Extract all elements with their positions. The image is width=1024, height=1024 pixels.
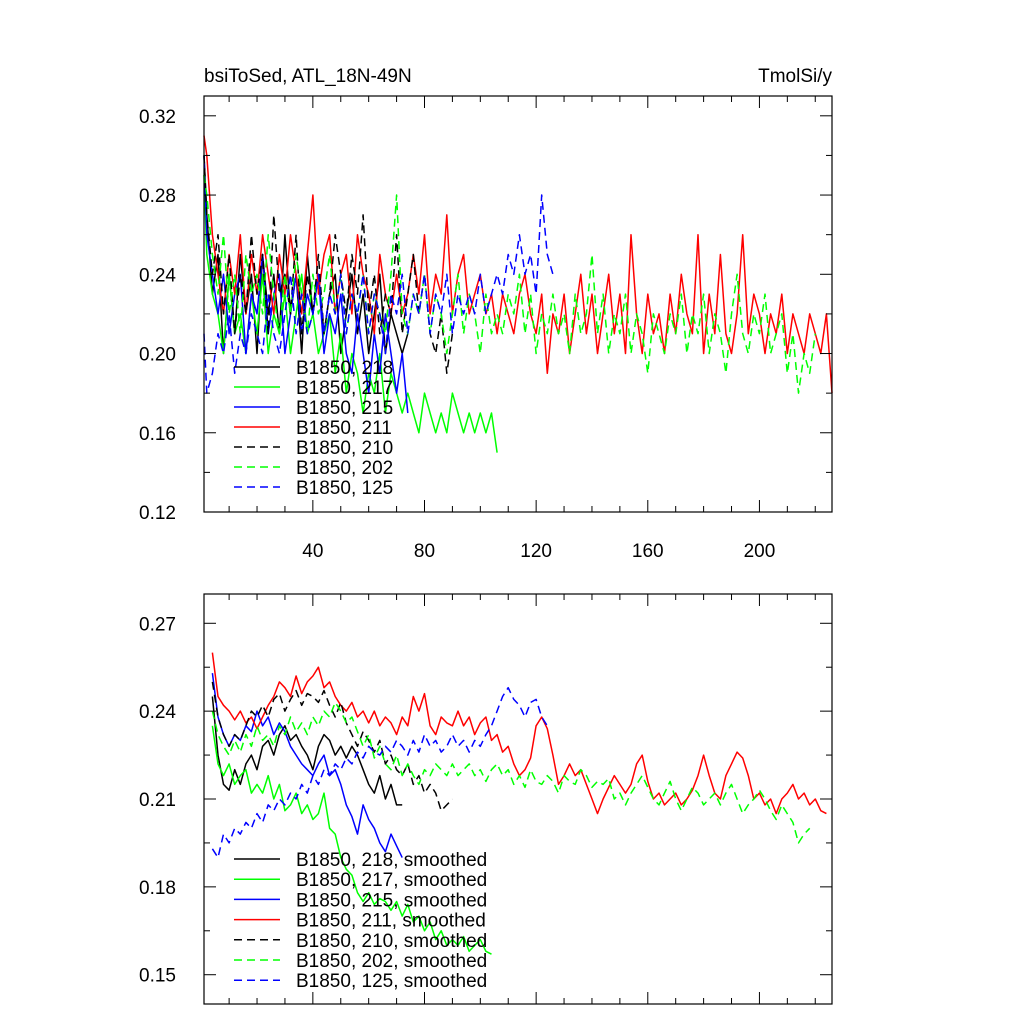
legend-entry: B1850, 211	[234, 418, 392, 439]
legend-entry: B1850, 210, smoothed	[234, 931, 487, 952]
legend-label: B1850, 202, smoothed	[296, 951, 487, 972]
units-label: TmolSi/y	[758, 66, 832, 87]
y-tick-label: 0.24	[139, 702, 176, 723]
series-line-7	[211, 686, 548, 859]
chart-title: bsiToSed, ATL_18N-49N	[204, 66, 412, 87]
legend-label: B1850, 210	[296, 438, 393, 459]
legend-entry: B1850, 202, smoothed	[234, 951, 487, 972]
legend-label: B1850, 211, smoothed	[296, 911, 486, 932]
legend-label: B1850, 125, smoothed	[296, 971, 487, 992]
bottom-panel: 0.15 0.18 0.21 0.24 0.27 B1850, 218, smoothe…	[139, 593, 833, 1005]
y-tick-label: 0.21	[139, 790, 176, 811]
top-panel: bsiToSed, ATL_18N-49N TmolSi/y 40 80 120 16…	[139, 66, 833, 562]
series-line-2	[211, 725, 492, 955]
legend-label: B1850, 211	[296, 418, 392, 439]
legend-entry: B1850, 218	[234, 358, 393, 379]
legend-entry: B1850, 218, smoothed	[234, 850, 487, 871]
legend-label: B1850, 215, smoothed	[296, 890, 487, 911]
y-tick-label: 0.27	[139, 614, 176, 635]
series-line-7	[203, 194, 554, 394]
legend-label: B1850, 210, smoothed	[296, 931, 487, 952]
legend-entry: B1850, 217, smoothed	[234, 870, 487, 891]
y-tick-label: 0.20	[139, 345, 176, 366]
legend-label: B1850, 217	[296, 378, 393, 399]
y-tick-label: 0.18	[139, 878, 176, 899]
x-tick-label: 80	[414, 541, 435, 562]
legend-entry: B1850, 210	[234, 438, 393, 459]
plot-frame	[203, 593, 833, 1005]
y-tick-label: 0.28	[139, 186, 176, 207]
series-line-6	[211, 701, 811, 844]
y-tick-label: 0.32	[139, 107, 176, 128]
y-tick-label: 0.12	[139, 503, 176, 524]
legend-label: B1850, 218	[296, 358, 393, 379]
y-tick-label: 0.24	[139, 265, 176, 286]
legend-label: B1850, 218, smoothed	[296, 850, 487, 871]
x-tick-label: 160	[632, 541, 664, 562]
legend-entry: B1850, 202	[234, 458, 393, 479]
legend-entry: B1850, 211, smoothed	[234, 911, 486, 932]
legend-entry: B1850, 125, smoothed	[234, 971, 487, 992]
legend-label: B1850, 217, smoothed	[296, 870, 487, 891]
y-tick-label: 0.15	[139, 966, 176, 987]
legend-entry: B1850, 215	[234, 398, 393, 419]
legend-label: B1850, 125	[296, 478, 393, 499]
x-tick-label: 120	[520, 541, 552, 562]
plot-frame	[203, 95, 833, 513]
y-tick-label: 0.16	[139, 424, 176, 445]
legend-entry: B1850, 215, smoothed	[234, 890, 487, 911]
x-tick-label: 40	[302, 541, 323, 562]
legend-entry: B1850, 125	[234, 478, 393, 499]
x-tick-label: 200	[744, 541, 776, 562]
series-line-4	[203, 135, 833, 394]
legend-label: B1850, 215	[296, 398, 393, 419]
legend-entry: B1850, 217	[234, 378, 393, 399]
legend-label: B1850, 202	[296, 458, 393, 479]
